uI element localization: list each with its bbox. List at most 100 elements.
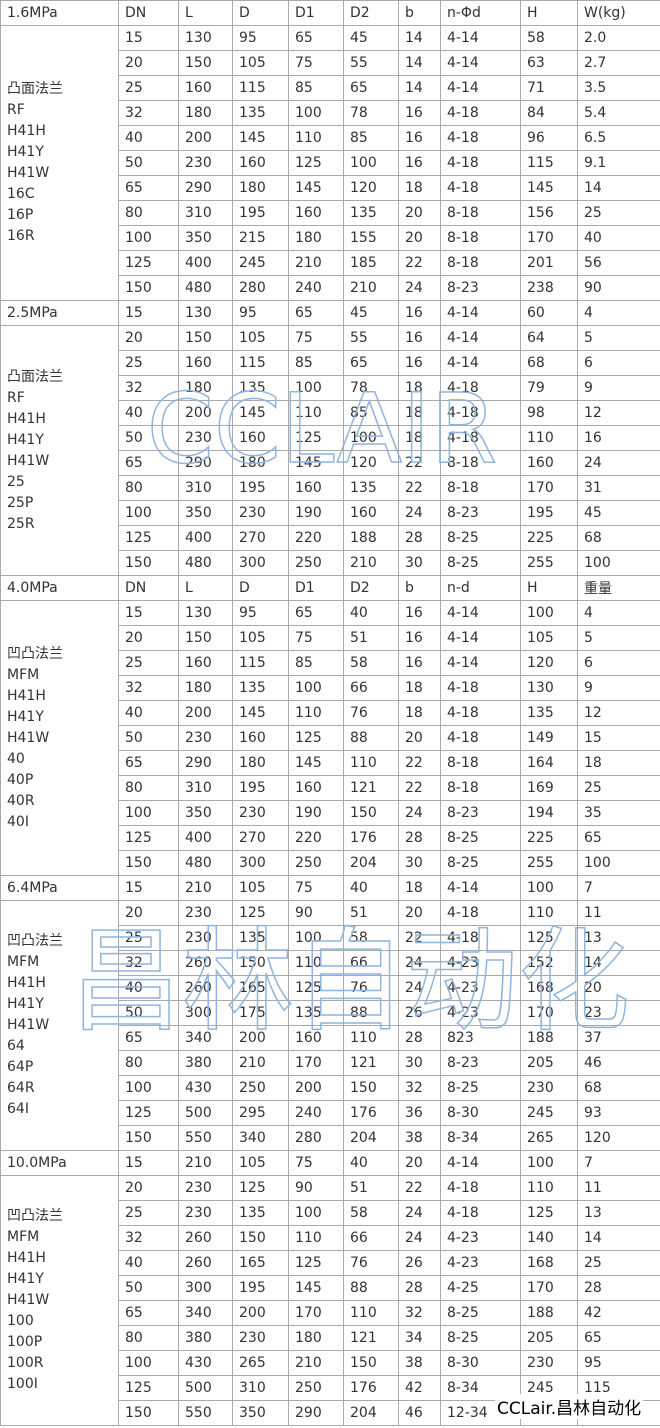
cell: 14 (577, 175, 660, 201)
cell: 65 (288, 25, 344, 51)
cell: 115 (232, 75, 289, 101)
group-label-line: H41H (7, 687, 46, 704)
cell: 35 (577, 800, 660, 826)
cell: 260 (178, 1250, 233, 1276)
cell: 160 (288, 1025, 344, 1051)
column-header: b (398, 0, 441, 26)
cell: 90 (577, 275, 660, 301)
cell: 125 (288, 425, 344, 451)
cell: 125 (232, 900, 289, 926)
cell: 200 (232, 1300, 289, 1326)
cell: 8-23 (440, 1050, 521, 1076)
cell: 32 (398, 1075, 441, 1101)
cell: 4-18 (440, 150, 521, 176)
cell: 4-23 (440, 975, 521, 1001)
cell: 16 (398, 125, 441, 151)
cell: 65 (343, 75, 399, 101)
cell: 15 (577, 725, 660, 751)
cell: 25 (577, 1250, 660, 1276)
cell: 300 (178, 1000, 233, 1026)
cell: 110 (288, 400, 344, 426)
cell: 15 (118, 300, 179, 326)
cell: 230 (520, 1350, 578, 1376)
cell: 4-14 (440, 300, 521, 326)
cell: 6 (577, 350, 660, 376)
cell: 210 (343, 550, 399, 576)
cell: 260 (178, 1225, 233, 1251)
cell: 150 (118, 275, 179, 301)
cell: 16 (398, 325, 441, 351)
cell: 24 (398, 975, 441, 1001)
cell: 245 (520, 1100, 578, 1126)
cell: 160 (520, 450, 578, 476)
cell: 245 (232, 250, 289, 276)
cell: 40 (343, 1150, 399, 1176)
data-row: 65 290 180 145 120 18 4-18 145 14 (1, 175, 660, 201)
cell: 160 (232, 425, 289, 451)
cell: 150 (118, 550, 179, 576)
data-row: 凹凸法兰 MFM H41H H41Y H41W 64 64P 64R 64I 20 230 125 90… (0, 900, 660, 1151)
group-label-line: 40P (7, 771, 34, 788)
cell: 51 (343, 625, 399, 651)
cell: 85 (343, 125, 399, 151)
cell: 8-25 (440, 550, 521, 576)
column-header: D (232, 0, 289, 26)
cell: 135 (232, 100, 289, 126)
cell: 150 (118, 1400, 179, 1426)
cell: 201 (520, 250, 578, 276)
cell: 400 (178, 825, 233, 851)
cell: 8-18 (440, 750, 521, 776)
cell: 34 (398, 1325, 441, 1351)
cell: 58 (343, 1200, 399, 1226)
group-label: 凹凸法兰 MFM H41H H41Y H41W 40 40P 40R 40I (0, 600, 119, 876)
data-row: 32 180 135 100 78 16 4-18 84 5.4 (1, 100, 660, 126)
cell: 85 (288, 75, 344, 101)
cell: 24 (398, 500, 441, 526)
cell: 28 (398, 525, 441, 551)
cell: 210 (288, 1350, 344, 1376)
data-row: 50 300 175 135 88 26 4-23 170 23 (1, 1000, 660, 1026)
cell: 15 (118, 25, 179, 51)
cell: 145 (288, 450, 344, 476)
cell: 4-14 (440, 50, 521, 76)
cell: 160 (288, 775, 344, 801)
cell: 25 (118, 75, 179, 101)
cell: 280 (232, 275, 289, 301)
cell: 155 (343, 225, 399, 251)
cell: 50 (118, 1000, 179, 1026)
cell: 78 (343, 100, 399, 126)
header-row: 10.0MPa 15 210 105 75 40 20 4-14 100 7 (0, 1150, 660, 1176)
cell: 68 (577, 525, 660, 551)
group-label: 凹凸法兰 MFM H41H H41Y H41W 64 64P 64R 64I (0, 900, 119, 1151)
cell: 200 (178, 400, 233, 426)
cell: 3.5 (577, 75, 660, 101)
cell: 125 (118, 525, 179, 551)
cell: 150 (118, 1125, 179, 1151)
cell: 121 (343, 1325, 399, 1351)
group-label: 凹凸法兰 MFM H41H H41Y H41W 100 100P 100R 100I (0, 1175, 119, 1426)
cell: 18 (398, 700, 441, 726)
cell: 110 (288, 125, 344, 151)
cell: 4-14 (440, 625, 521, 651)
cell: 100 (577, 550, 660, 576)
column-header: L (178, 575, 233, 601)
cell: 65 (577, 1325, 660, 1351)
cell: 170 (520, 1275, 578, 1301)
column-header: D1 (288, 0, 344, 26)
cell: 160 (343, 500, 399, 526)
cell: 340 (232, 1125, 289, 1151)
cell: 40 (118, 125, 179, 151)
cell: 18 (398, 175, 441, 201)
cell: 145 (288, 175, 344, 201)
cell: 145 (232, 400, 289, 426)
cell: 125 (232, 1175, 289, 1201)
cell: 130 (178, 25, 233, 51)
cell: 80 (118, 775, 179, 801)
cell: 4-18 (440, 400, 521, 426)
cell: 310 (178, 200, 233, 226)
cell: 168 (520, 1250, 578, 1276)
cell: 23 (577, 1000, 660, 1026)
cell: 480 (178, 550, 233, 576)
cell: 100 (288, 675, 344, 701)
